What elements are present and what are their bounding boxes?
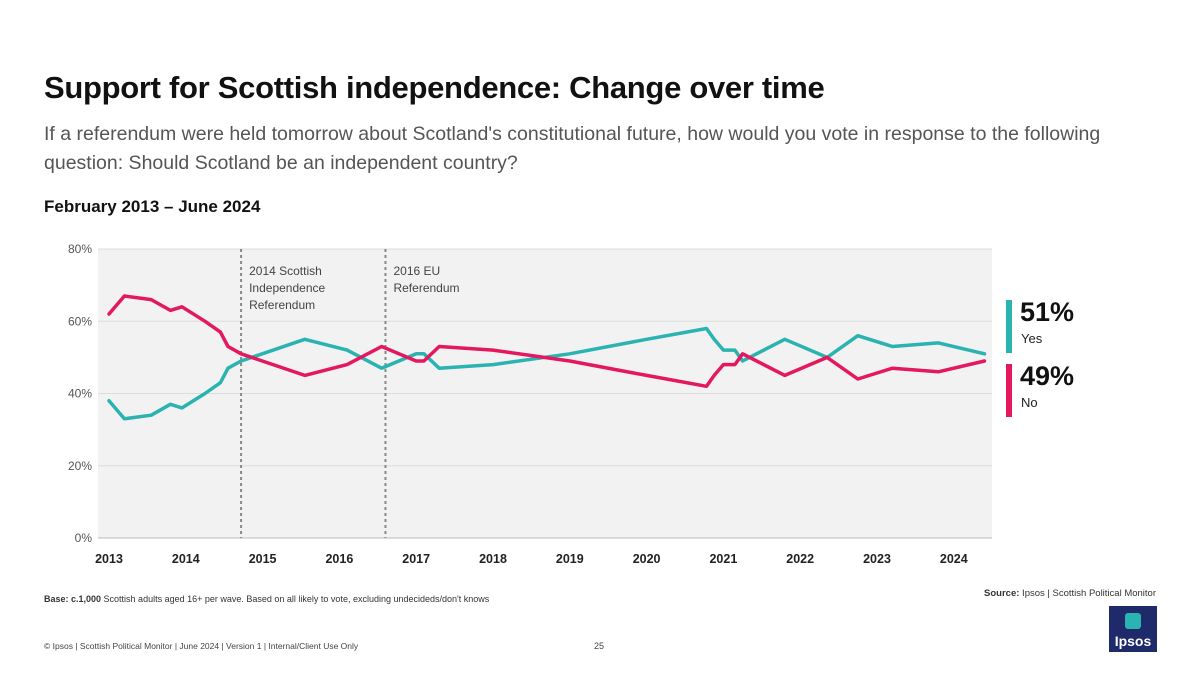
logo-mark-icon bbox=[1125, 613, 1141, 629]
x-tick-label: 2016 bbox=[325, 552, 353, 566]
source-note-text: Ipsos | Scottish Political Monitor bbox=[1019, 588, 1156, 599]
x-tick-label: 2018 bbox=[479, 552, 507, 566]
x-tick-label: 2023 bbox=[863, 552, 891, 566]
y-tick-label: 60% bbox=[68, 314, 92, 328]
page-number: 25 bbox=[594, 641, 605, 651]
x-tick-label: 2017 bbox=[402, 552, 430, 566]
referendum-annotation: 2014 Scottish bbox=[249, 264, 322, 278]
legend-yes-label: Yes bbox=[1021, 331, 1043, 346]
base-note-text: Scottish adults aged 16+ per wave. Based… bbox=[101, 594, 490, 604]
date-range-label: February 2013 – June 2024 bbox=[44, 197, 261, 216]
x-tick-label: 2013 bbox=[95, 552, 123, 566]
x-tick-label: 2020 bbox=[633, 552, 661, 566]
footer-text: © Ipsos | Scottish Political Monitor | J… bbox=[44, 641, 359, 651]
ipsos-logo: Ipsos bbox=[1109, 606, 1157, 652]
x-tick-label: 2022 bbox=[786, 552, 814, 566]
legend-yes-value: 51% bbox=[1020, 297, 1075, 327]
x-tick-label: 2019 bbox=[556, 552, 584, 566]
base-note: Base: c.1,000 Scottish adults aged 16+ p… bbox=[44, 594, 489, 604]
chart-title: Support for Scottish independence: Chang… bbox=[44, 70, 825, 105]
legend-no-value: 49% bbox=[1020, 361, 1075, 391]
x-tick-label: 2015 bbox=[249, 552, 277, 566]
x-tick-label: 2014 bbox=[172, 552, 200, 566]
base-note-bold: Base: c.1,000 bbox=[44, 594, 102, 604]
y-tick-label: 20% bbox=[68, 459, 92, 473]
y-tick-label: 80% bbox=[68, 242, 92, 256]
y-tick-label: 40% bbox=[68, 387, 92, 401]
series-line-yes bbox=[107, 326, 987, 421]
logo-text: Ipsos bbox=[1114, 633, 1152, 649]
referendum-annotation: 2016 EU bbox=[393, 264, 440, 278]
y-tick-label: 0% bbox=[75, 531, 93, 545]
referendum-annotation: Referendum bbox=[249, 298, 315, 312]
legend-no-swatch bbox=[1006, 364, 1012, 417]
referendum-annotation: Independence bbox=[249, 281, 325, 295]
source-note-bold: Source: bbox=[984, 588, 1020, 599]
x-tick-label: 2021 bbox=[709, 552, 737, 566]
chart-subtitle: If a referendum were held tomorrow about… bbox=[44, 123, 1101, 174]
legend-yes-swatch bbox=[1006, 300, 1012, 353]
referendum-annotation: Referendum bbox=[393, 281, 459, 295]
series-line-no bbox=[107, 294, 987, 389]
x-tick-label: 2024 bbox=[940, 552, 968, 566]
legend-no-label: No bbox=[1021, 395, 1038, 410]
source-note: Source: Ipsos | Scottish Political Monit… bbox=[984, 588, 1156, 599]
